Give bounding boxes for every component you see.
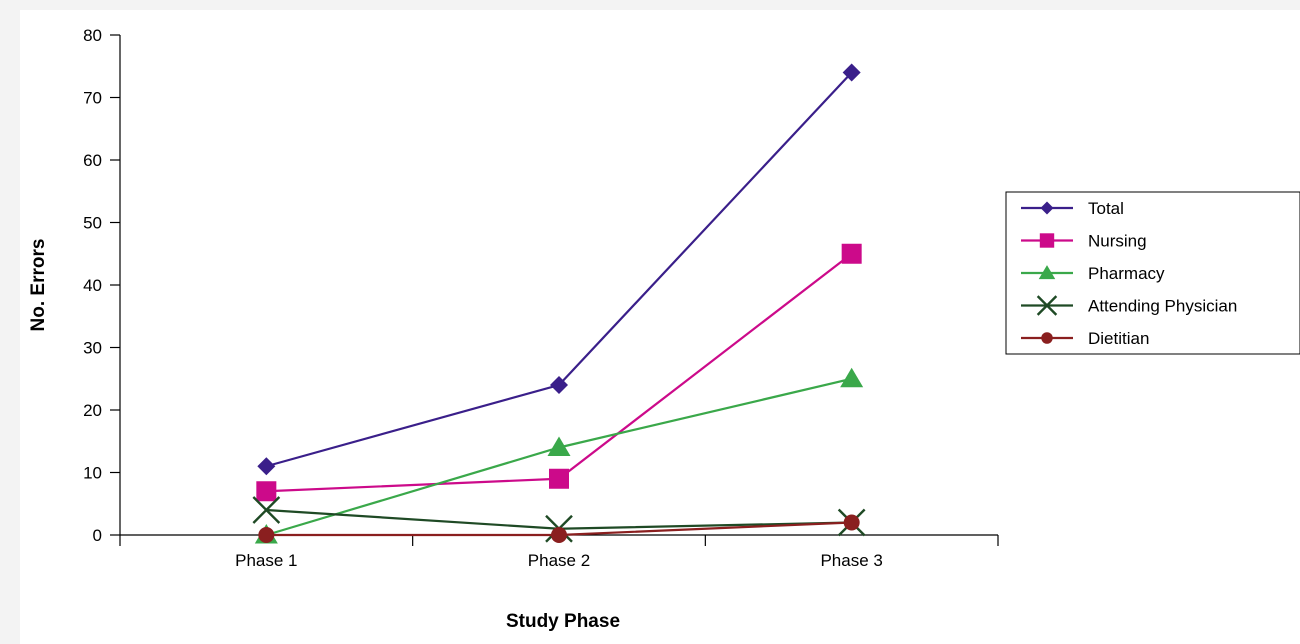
data-point	[551, 527, 567, 543]
y-tick-label: 0	[93, 526, 102, 545]
legend-item: Pharmacy	[1021, 264, 1165, 283]
y-tick-label: 20	[83, 401, 102, 420]
legend-marker	[1041, 332, 1053, 344]
legend-marker	[1039, 233, 1055, 248]
data-point	[840, 367, 864, 388]
legend-item: Dietitian	[1021, 329, 1149, 348]
series-dietitian	[258, 514, 860, 543]
legend-label: Nursing	[1088, 232, 1147, 251]
legend-item: Nursing	[1021, 232, 1147, 251]
x-tick-label: Phase 3	[820, 551, 882, 570]
data-point	[252, 496, 281, 524]
y-tick-label: 40	[83, 276, 102, 295]
legend: Total Nursing Pharmacy Attending Physician D…	[1005, 191, 1300, 355]
data-point	[550, 376, 568, 394]
legend-item: Attending Physician	[1021, 295, 1237, 316]
data-point	[258, 527, 275, 543]
legend-label: Total	[1088, 199, 1124, 218]
series-nursing	[256, 243, 862, 502]
data-point	[547, 436, 571, 456]
data-point	[257, 457, 276, 476]
legend-marker	[1036, 295, 1058, 316]
legend-item: Total	[1021, 199, 1124, 218]
y-ticks: 0 10 20 30 40 50 60 70 80	[83, 26, 120, 545]
x-tick-label: Phase 2	[528, 551, 590, 570]
x-tick-label: Phase 1	[235, 551, 297, 570]
y-tick-label: 70	[83, 89, 102, 108]
data-point	[843, 514, 860, 531]
legend-marker	[1038, 265, 1056, 280]
y-tick-label: 30	[83, 339, 102, 358]
x-axis-title: Study Phase	[506, 611, 620, 632]
data-point	[549, 468, 569, 489]
x-ticks: Phase 1 Phase 2 Phase 3	[119, 535, 999, 570]
y-tick-label: 10	[83, 464, 102, 483]
legend-marker	[1040, 201, 1054, 215]
series-total	[257, 63, 861, 476]
series-layer	[252, 63, 866, 544]
data-point	[256, 481, 277, 502]
legend-label: Attending Physician	[1088, 297, 1237, 316]
legend-label: Pharmacy	[1088, 264, 1165, 283]
y-tick-label: 50	[83, 214, 102, 233]
y-tick-label: 80	[83, 26, 102, 45]
y-axis-title: No. Errors	[28, 239, 49, 332]
y-tick-label: 60	[83, 151, 102, 170]
data-point	[841, 243, 862, 264]
data-point	[842, 63, 861, 82]
legend-label: Dietitian	[1088, 329, 1149, 348]
